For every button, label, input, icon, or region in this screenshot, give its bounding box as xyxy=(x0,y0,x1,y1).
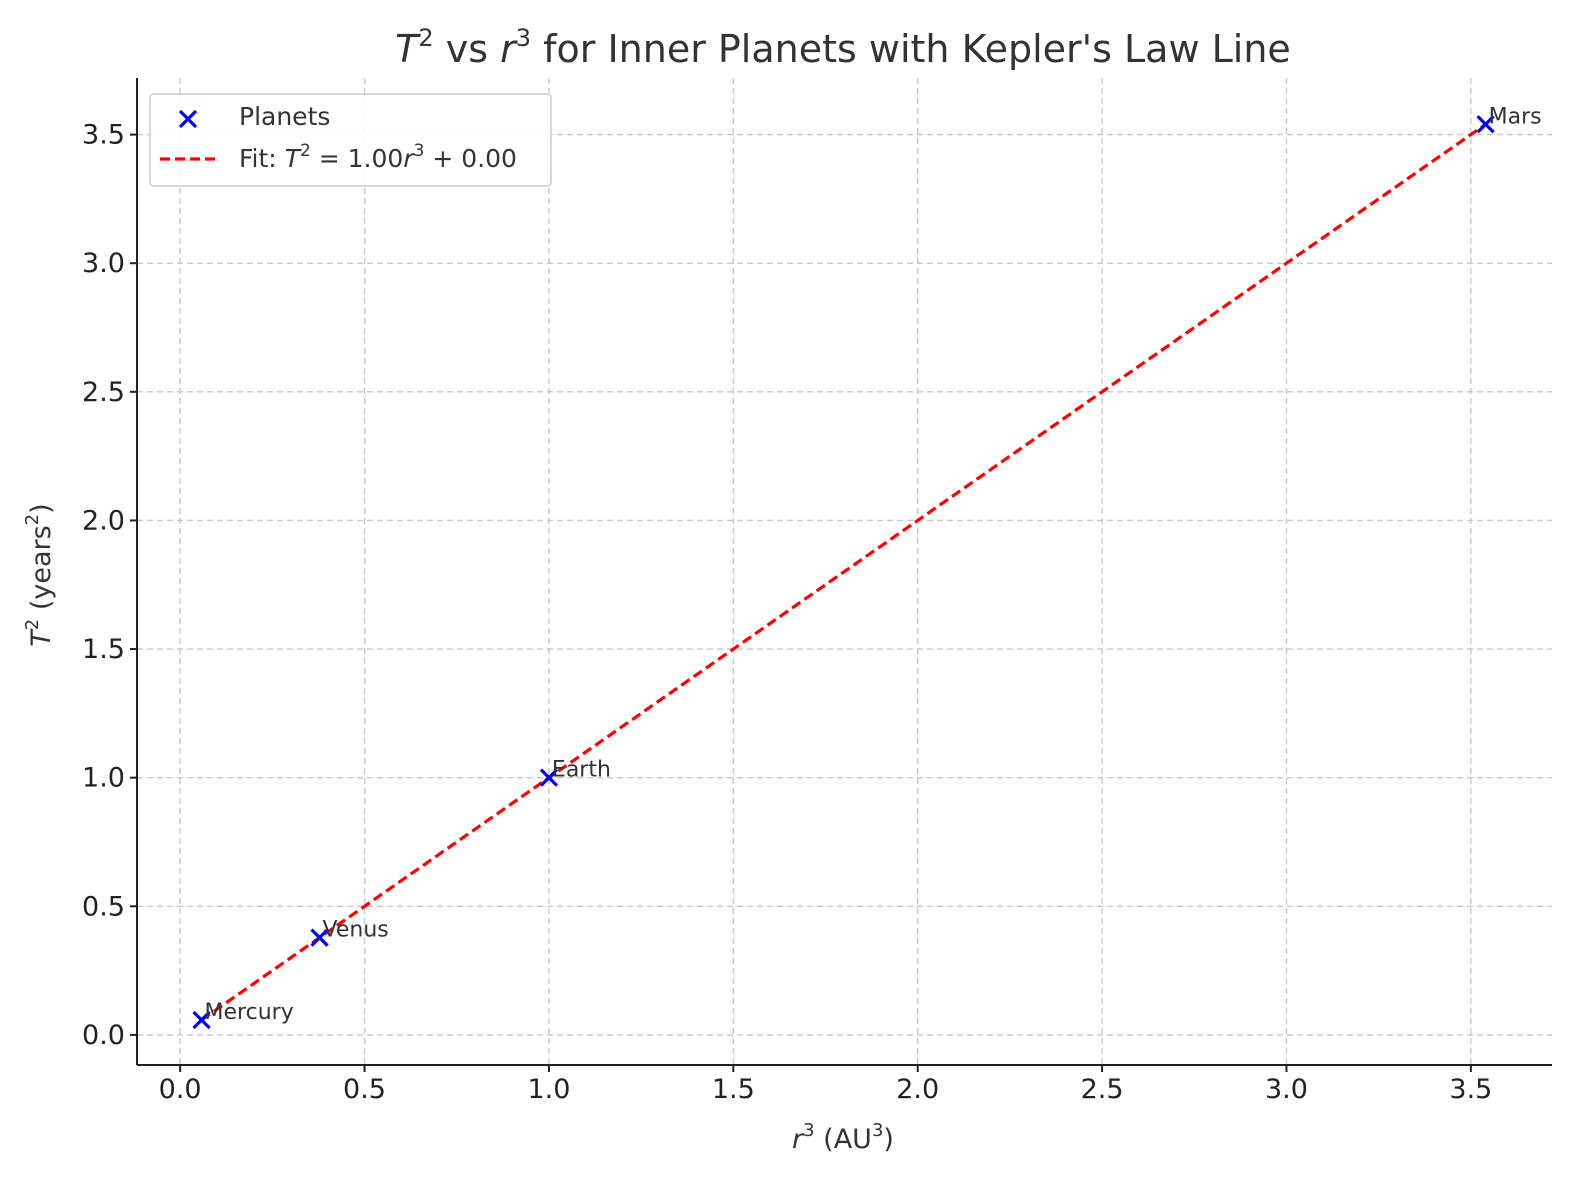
fit-r: r xyxy=(403,144,415,173)
chart-title: T2 vs r3 for Inner Planets with Kepler's… xyxy=(395,24,1291,71)
y-tick-label: 1.5 xyxy=(82,634,125,665)
x-tick-label: 3.5 xyxy=(1449,1074,1492,1105)
y-tick-label: 0.0 xyxy=(82,1020,125,1051)
fit-prefix: Fit: xyxy=(239,144,285,173)
title-t: T xyxy=(395,27,421,71)
legend: Planets Fit: T2 = 1.00r3 + 0.00 xyxy=(149,93,552,187)
point-label: Venus xyxy=(323,918,389,943)
x-tick-label: 0.5 xyxy=(343,1074,386,1105)
y-tick-label: 2.0 xyxy=(82,505,125,536)
point-label: Earth xyxy=(552,758,611,783)
plot-area: Mercury Venus Earth Mars xyxy=(192,104,1542,1030)
point-label: Mercury xyxy=(205,1000,294,1025)
data-point xyxy=(539,768,559,787)
x-tick-label: 1.0 xyxy=(527,1074,570,1105)
fit-sup-1: 2 xyxy=(300,141,311,161)
xlabel-unit-sup: 3 xyxy=(872,1120,883,1141)
data-point xyxy=(1476,115,1495,134)
legend-box xyxy=(149,93,552,187)
title-vs: vs xyxy=(434,27,500,71)
xlabel-r: r xyxy=(792,1124,805,1155)
axis-ticks: 0.0 0.5 1.0 1.5 2.0 2.5 3.0 3.5 0.0 0.5 1.0 1.5 2.0 2… xyxy=(82,120,1492,1105)
legend-label-fit: Fit: T2 = 1.00r3 + 0.00 xyxy=(239,141,517,173)
x-tick-label: 0.0 xyxy=(159,1074,202,1105)
ylabel-sup: 2 xyxy=(22,619,43,630)
y-tick-label: 3.0 xyxy=(82,248,125,279)
title-r: r xyxy=(500,27,518,71)
point-label: Mars xyxy=(1489,104,1542,129)
ylabel-unit-sup: 2 xyxy=(22,514,43,525)
ylabel-t: T xyxy=(26,628,57,647)
y-tick-label: 3.5 xyxy=(82,120,125,151)
fit-line xyxy=(200,122,1487,1022)
xlabel-sup: 3 xyxy=(803,1120,814,1141)
x-tick-label: 2.0 xyxy=(896,1074,939,1105)
x-tick-label: 3.0 xyxy=(1265,1074,1308,1105)
ylabel-unit-open: (years xyxy=(26,525,57,618)
title-sup-2: 3 xyxy=(516,24,531,52)
x-tick-label: 2.5 xyxy=(1081,1074,1124,1105)
xlabel-unit-close: ) xyxy=(883,1124,894,1155)
y-tick-label: 0.5 xyxy=(82,891,125,922)
legend-label-planets: Planets xyxy=(239,102,330,131)
fit-eq: = 1.00 xyxy=(311,144,404,173)
y-tick-label: 2.5 xyxy=(82,377,125,408)
title-sup-1: 2 xyxy=(418,24,433,52)
data-point xyxy=(192,1010,211,1030)
legend-marker-planets xyxy=(178,109,198,129)
y-tick-label: 1.0 xyxy=(82,763,125,794)
fit-tail: + 0.00 xyxy=(424,144,517,173)
fit-sup-2: 3 xyxy=(414,141,425,161)
fit-t: T xyxy=(285,144,302,173)
title-rest: for Inner Planets with Kepler's Law Line xyxy=(531,27,1291,71)
y-axis-label: T2 (years2) xyxy=(22,503,57,646)
data-point xyxy=(310,928,329,947)
x-tick-label: 1.5 xyxy=(712,1074,755,1105)
x-axis-label: r3 (AU3) xyxy=(792,1120,894,1155)
xlabel-unit-open: (AU xyxy=(815,1124,872,1155)
ylabel-unit-close: ) xyxy=(26,503,57,514)
